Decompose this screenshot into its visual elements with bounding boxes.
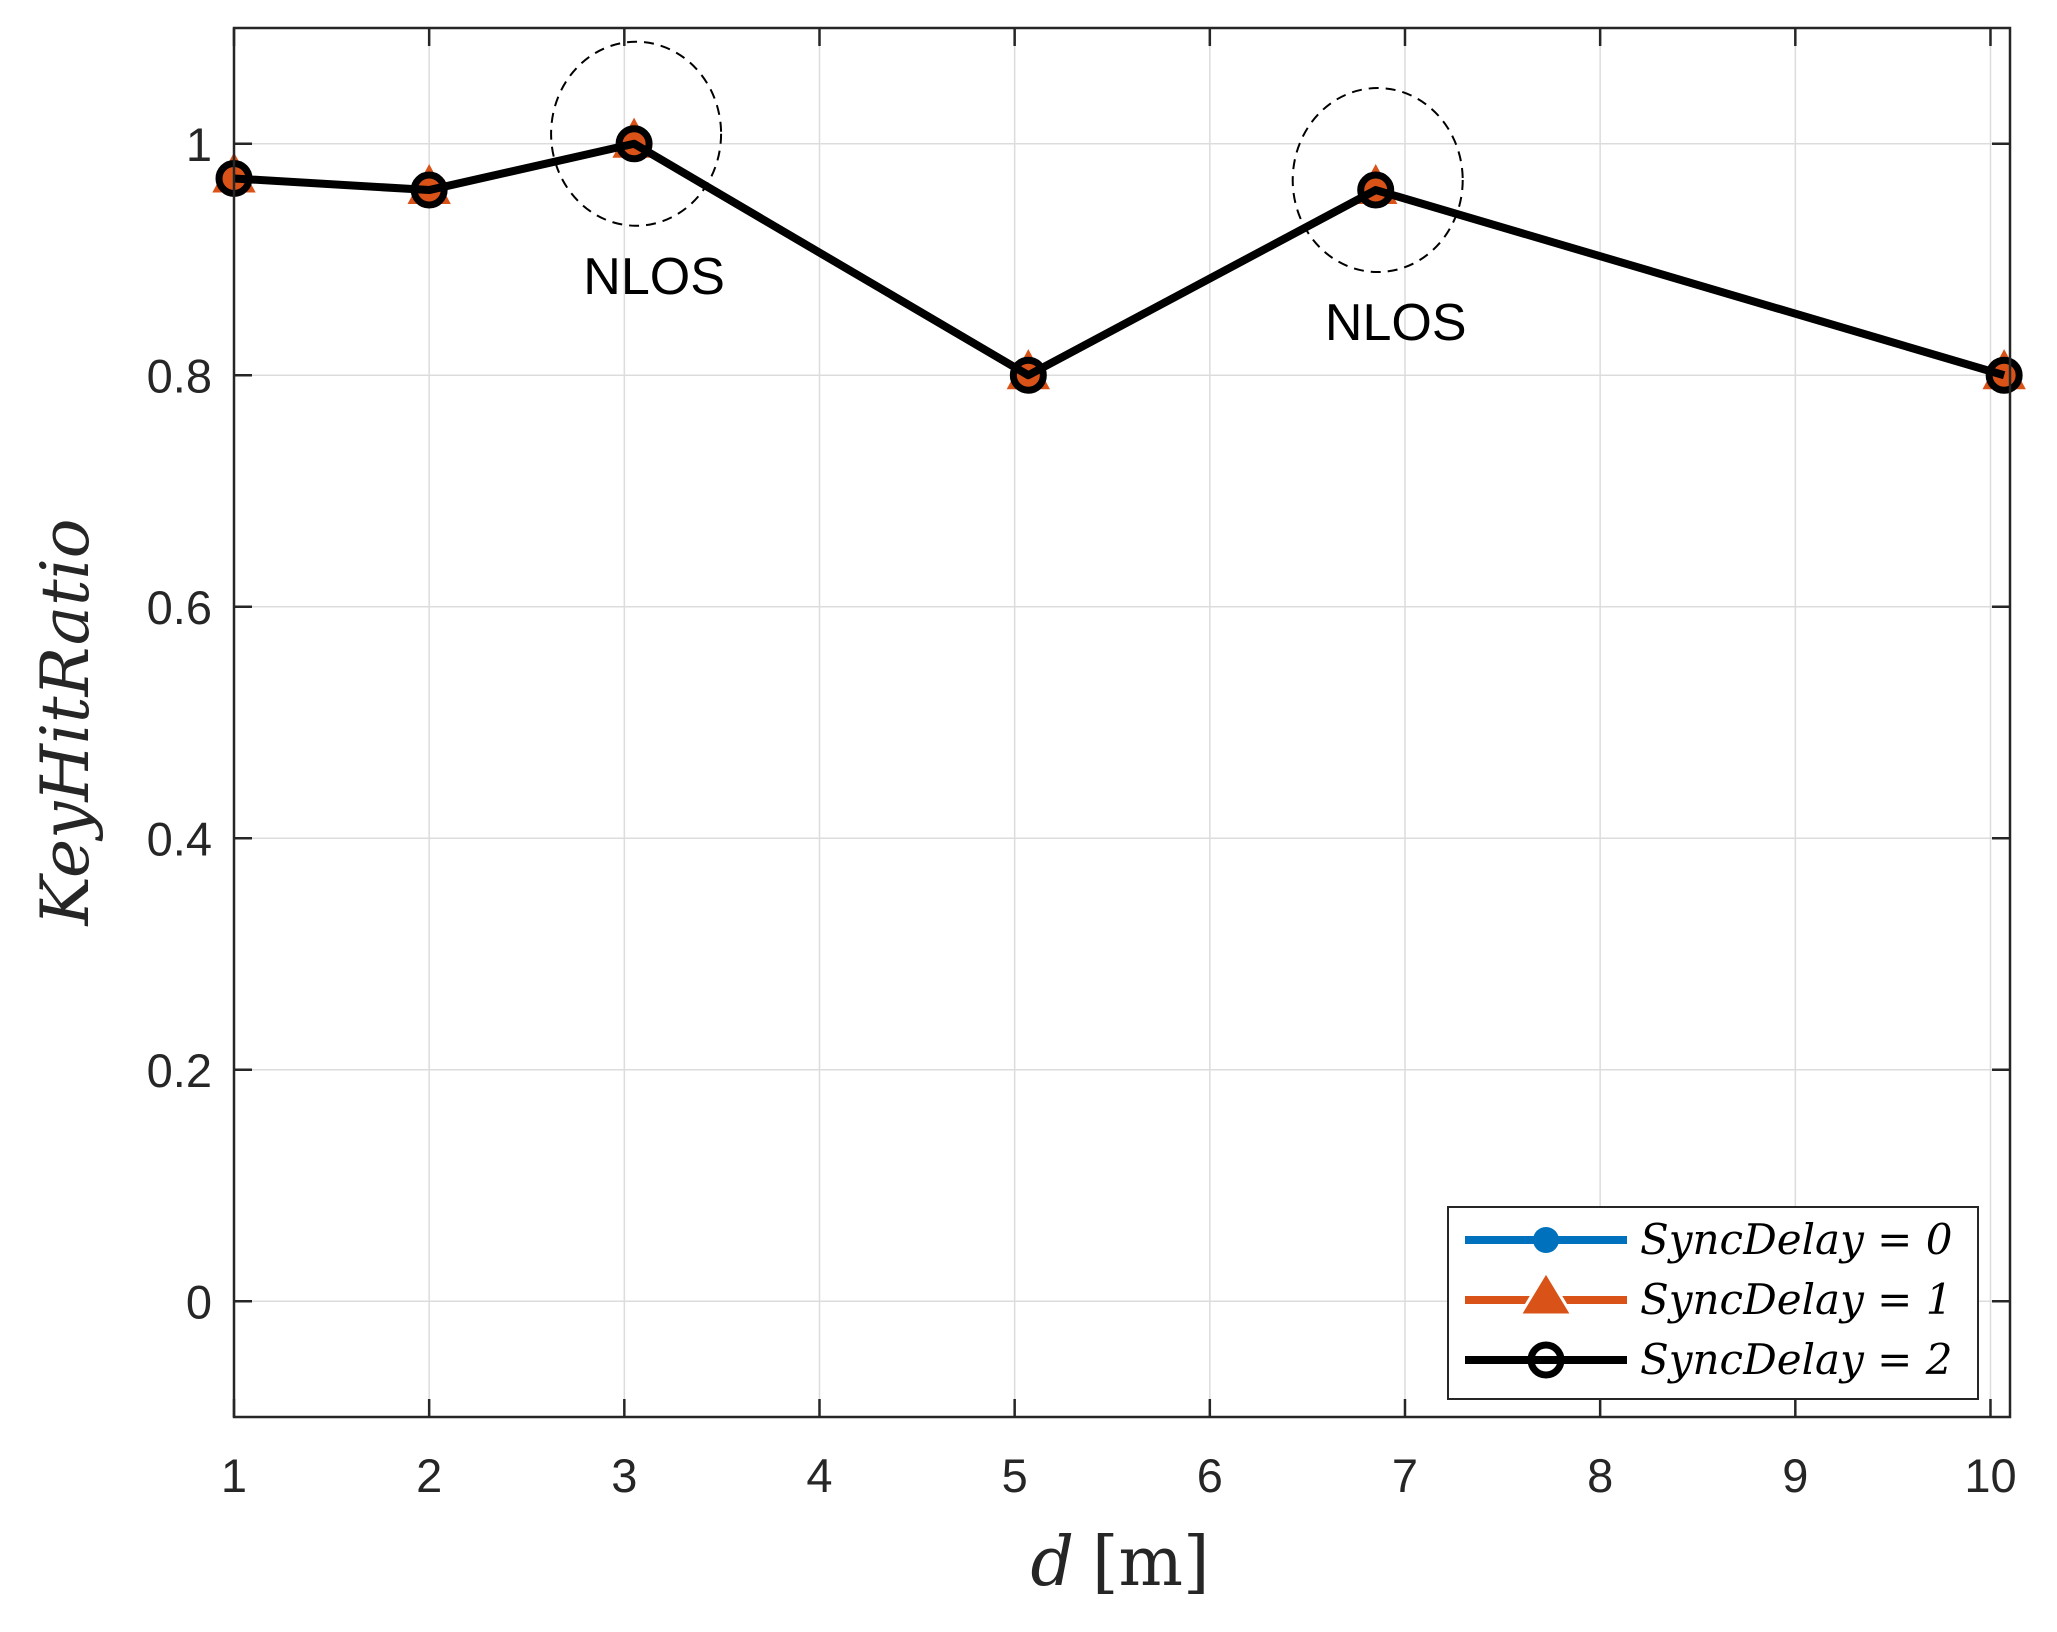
x-axis-unit: [m] [1092,1523,1210,1602]
y-tick-labels: 0 0.2 0.4 0.6 0.8 1 [147,118,212,1329]
series [212,117,2026,394]
y-tick-label: 0.6 [147,581,212,634]
x-tick-labels: 1 2 3 4 5 6 7 8 9 10 [221,1449,2017,1502]
nlos-annotation: NLOS [583,248,725,306]
legend: SyncDelay = 0 SyncDelay = 1 SyncDelay = 2 [1447,1206,1979,1400]
nlos-circles [550,40,1464,274]
data-point-open-circle [1985,356,2023,394]
y-tick-label: 1 [186,118,212,171]
y-tick-label: 0 [186,1275,212,1328]
y-tick-label: 0.8 [147,349,212,402]
legend-label: SyncDelay = 1 [1640,1275,1952,1324]
x-axis-title: d [m] [1030,1523,1209,1602]
grid [233,28,2010,1417]
data-point-open-circle [615,125,653,163]
data-point-open-circle [1357,171,1395,209]
legend-marker-triangle [1517,1269,1575,1317]
x-tick-label: 6 [1197,1449,1223,1502]
legend-entry-0: SyncDelay = 0 [1465,1215,1952,1264]
x-tick-label: 5 [1002,1449,1028,1502]
legend-label: SyncDelay = 2 [1640,1335,1952,1384]
x-tick-label: 3 [611,1449,637,1502]
y-axis-title: KeyHitRatio [27,519,104,927]
data-point-open-circle [1009,356,1047,394]
x-tick-label: 4 [806,1449,832,1502]
plot-frame [232,26,2012,1419]
legend-entry-2: SyncDelay = 2 [1465,1335,1952,1384]
x-tick-label: 9 [1782,1449,1808,1502]
legend-marker-circle [1533,1227,1559,1253]
plot-area [234,28,2010,1417]
legend-entry-1: SyncDelay = 1 [1465,1269,1952,1324]
x-tick-label: 1 [221,1449,247,1502]
x-tick-label: 10 [1964,1449,2016,1502]
nlos-annotation: NLOS [1325,294,1467,352]
x-tick-label: 2 [416,1449,442,1502]
x-tick-label: 7 [1392,1449,1418,1502]
x-axis-variable: d [1030,1523,1074,1602]
y-tick-label: 0.2 [147,1044,212,1097]
y-tick-label: 0.4 [147,812,212,865]
legend-marker-open-circle [1527,1341,1565,1379]
legend-label: SyncDelay = 0 [1640,1215,1952,1264]
nlos-dashed-circle [550,40,723,227]
annotations: NLOS NLOS [583,248,1466,352]
series-line [233,139,2006,380]
nlos-dashed-circle [1291,87,1464,274]
data-point-open-circle [410,171,448,209]
x-tick-label: 8 [1587,1449,1613,1502]
